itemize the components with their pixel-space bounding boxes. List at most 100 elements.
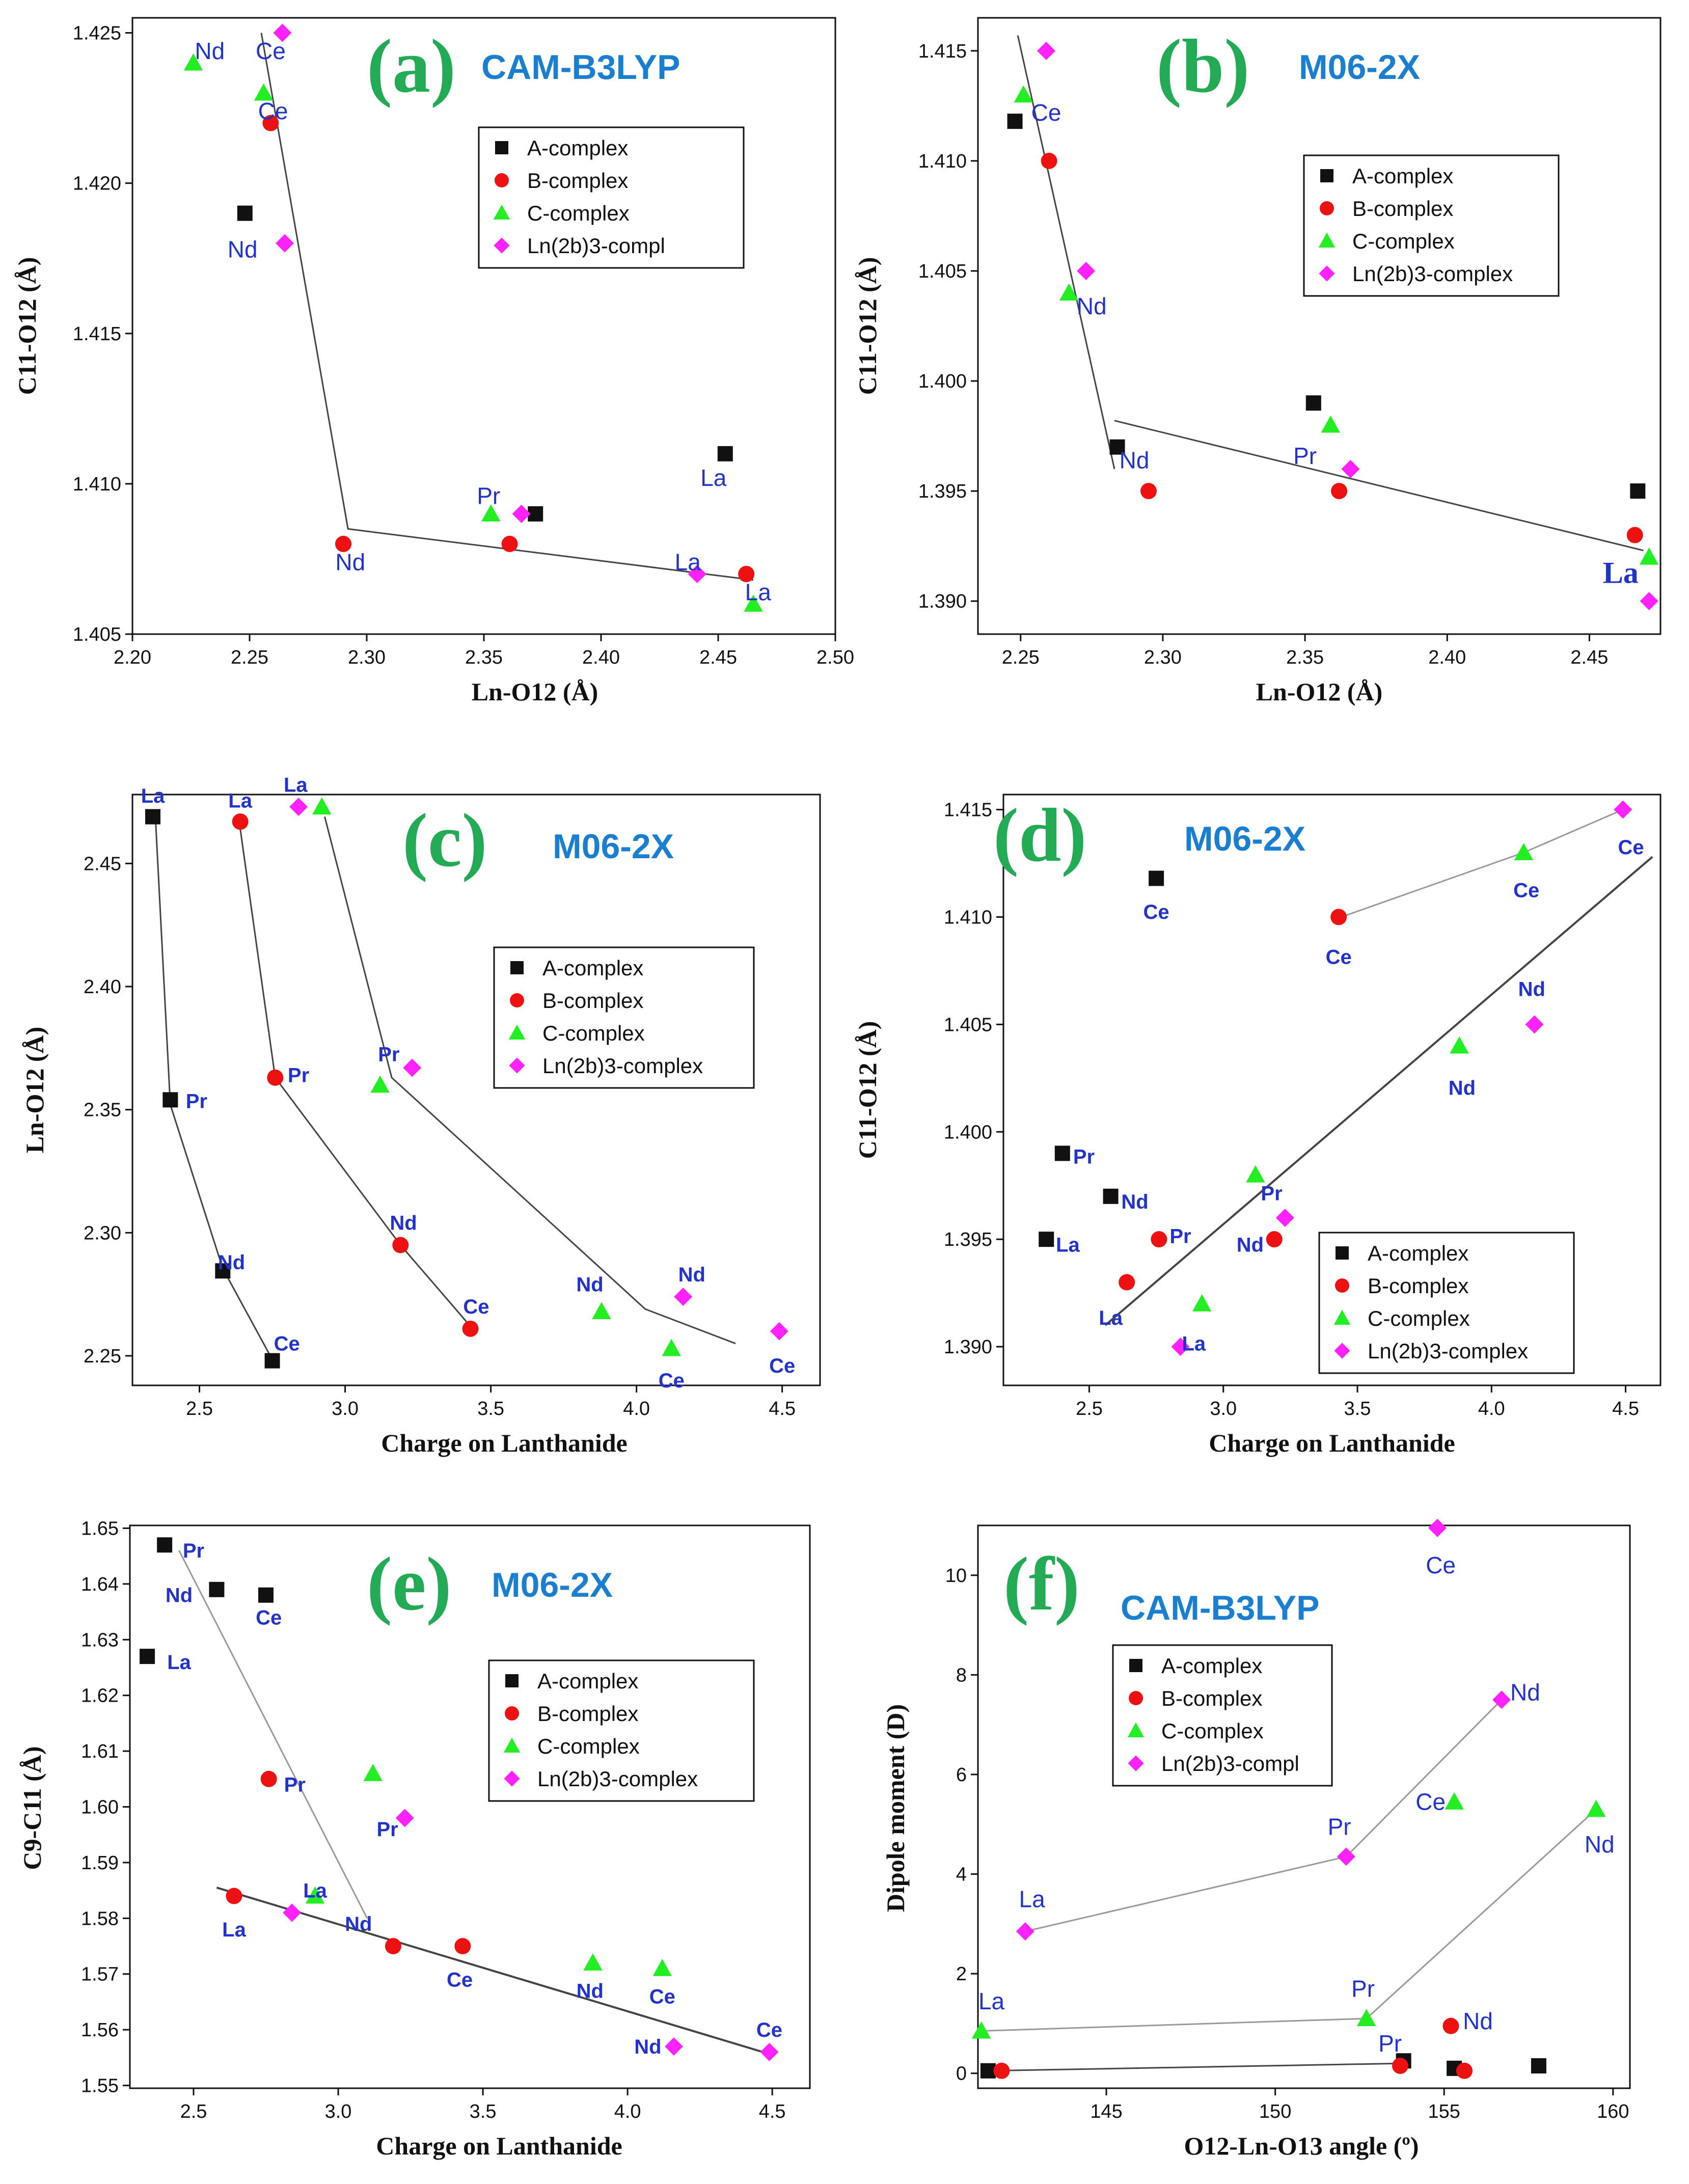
panel-e-annotation: Nd xyxy=(634,2036,661,2058)
panel-d-annotation: Pr xyxy=(1169,1225,1191,1248)
panel-c-annotation: La xyxy=(228,790,252,812)
panel-b-legend-swatch xyxy=(1320,169,1333,182)
panel-e-point-b-complex xyxy=(385,1938,401,1955)
panel-c-annotation: Nd xyxy=(678,1264,705,1286)
panel-d-point-a-complex xyxy=(1039,1232,1054,1247)
panel-f-legend-label: B-complex xyxy=(1161,1686,1262,1710)
panel-d-xtick-label: 3.0 xyxy=(1210,1398,1237,1419)
panel-f-xtick-label: 150 xyxy=(1259,2101,1291,2122)
panel-b-annotation: La xyxy=(1603,556,1639,589)
panel-b-point-a-complex xyxy=(1305,395,1321,411)
panel-b-point-b-complex xyxy=(1626,527,1643,543)
panel-d-annotation: Pr xyxy=(1073,1146,1095,1168)
panel-e-point-a-complex xyxy=(209,1581,225,1597)
panel-d-legend: A-complex B-complex C-complex Ln(2b)3-compl… xyxy=(1318,1232,1575,1374)
panel-b-legend: A-complex B-complex C-complex Ln(2b)3-compl… xyxy=(1303,154,1560,297)
panel-c-annotation: Ce xyxy=(463,1296,489,1318)
panel-d-legend-label: B-complex xyxy=(1368,1274,1468,1298)
panel-d-annotation: Nd xyxy=(1449,1077,1476,1100)
panel-f-annotation: Pr xyxy=(1351,1975,1375,2002)
panel-d-x-axis-label: Charge on Lanthanide xyxy=(1209,1429,1455,1457)
panel-e-legend-label: Ln(2b)3-complex xyxy=(537,1767,698,1791)
panel-d-point-b-complex xyxy=(1330,909,1347,925)
panel-e-x-axis-label: Charge on Lanthanide xyxy=(376,2132,622,2160)
panel-c-tag: (c) xyxy=(402,798,487,883)
panel-f-point-ln2b3-complex xyxy=(1428,1518,1447,1537)
panel-d-ytick-label: 1.395 xyxy=(944,1229,992,1250)
panel-b-ytick-label: 1.405 xyxy=(918,261,967,282)
panel-e-point-ln2b3-complex xyxy=(395,1809,414,1827)
panel-f-point-ln2b3-complex xyxy=(1337,1847,1355,1866)
panel-c-xtick-label: 4.0 xyxy=(623,1398,650,1419)
panel-b: 2.25 2.30 2.35 2.40 2.45 1.390 1.395 1.400 1.405… xyxy=(853,17,1661,706)
panel-e-ytick-label: 1.58 xyxy=(81,1908,119,1929)
panel-b-frame xyxy=(977,17,1661,635)
panel-c-legend-swatch xyxy=(510,993,524,1007)
panel-a-point-a-complex xyxy=(717,446,733,461)
panel-f-point-a-complex xyxy=(980,2063,996,2079)
panel-e-ytick-label: 1.64 xyxy=(81,1574,119,1595)
panel-f-point-b-complex xyxy=(1456,2062,1473,2079)
panel-c-point-b-complex xyxy=(267,1069,284,1086)
panel-c-point-a-complex xyxy=(145,809,161,825)
panel-f-annotation: Pr xyxy=(1378,2030,1402,2057)
panel-d-y-axis-label: C11-O12 (Å) xyxy=(853,1021,882,1159)
panel-c-annotation: Ce xyxy=(274,1332,300,1355)
panel-c-frame xyxy=(131,794,821,1386)
panel-c-ytick-label: 2.30 xyxy=(84,1222,121,1244)
panel-e-method-title: M06-2X xyxy=(492,1566,613,1604)
panel-c-xtick-label: 4.5 xyxy=(769,1398,796,1419)
panel-e-legend-box xyxy=(488,1659,755,1802)
panel-a-annotation: Nd xyxy=(195,38,225,64)
panel-d-annotation: Ce xyxy=(1143,901,1169,923)
panel-f-x-axis-label: O12-Ln-O13 angle (º) xyxy=(1184,2132,1419,2160)
panel-e-annotation: Pr xyxy=(183,1540,204,1562)
panel-e-annotation: Ce xyxy=(756,2019,782,2041)
panel-f-annotation: La xyxy=(978,1988,1005,2014)
panel-b-legend-box xyxy=(1303,154,1560,297)
panel-a-ytick-label: 1.425 xyxy=(73,23,121,44)
panel-d-annotation: Ce xyxy=(1618,836,1644,859)
panel-c-annotation: Nd xyxy=(576,1273,603,1296)
panel-d-point-b-complex xyxy=(1151,1231,1167,1248)
panel-a-xtick-label: 2.45 xyxy=(699,647,737,668)
panel-c-point-c-complex xyxy=(370,1075,390,1093)
panel-d-xtick-label: 4.5 xyxy=(1612,1398,1639,1419)
panel-d-annotation: Pr xyxy=(1261,1182,1282,1205)
panel-a-ytick-label: 1.405 xyxy=(73,624,121,645)
panel-d-annotation: La xyxy=(1056,1234,1080,1257)
panel-d-ytick-label: 1.400 xyxy=(944,1122,992,1143)
panel-b-ytick-label: 1.415 xyxy=(918,41,967,62)
panel-f-legend-swatch xyxy=(1128,1755,1144,1771)
panel-a-legend-swatch xyxy=(493,204,510,220)
panel-e-xtick-label: 4.5 xyxy=(759,2101,786,2122)
panel-a-legend-label: A-complex xyxy=(527,136,628,160)
panel-f-point-b-complex xyxy=(1442,2017,1459,2034)
panel-a-legend-swatch xyxy=(495,141,508,154)
panel-c-annotation: Pr xyxy=(288,1064,309,1087)
panel-e-point-c-complex xyxy=(305,1886,325,1904)
panel-d-legend-swatch xyxy=(1333,1309,1351,1325)
panel-c-legend-swatch xyxy=(510,961,524,974)
panel-d-point-c-complex xyxy=(1246,1165,1265,1183)
panel-a-annotation: La xyxy=(675,549,701,575)
panel-f-ytick-label: 10 xyxy=(945,1565,967,1587)
panel-e-point-a-complex xyxy=(140,1649,155,1664)
panel-f-legend-swatch xyxy=(1129,1659,1142,1672)
panel-e-point-a-complex xyxy=(157,1537,173,1553)
panel-c-legend-label: Ln(2b)3-complex xyxy=(542,1054,703,1078)
panel-c-point-b-complex xyxy=(392,1237,409,1253)
panel-e-xtick-label: 4.0 xyxy=(614,2101,641,2122)
panel-d-legend-swatch xyxy=(1334,1343,1350,1359)
panel-a-legend: A-complex B-complex C-complex Ln(2b)3-compl xyxy=(478,126,745,269)
panel-f-ytick-label: 2 xyxy=(956,1963,967,1985)
panel-d-annotation: La xyxy=(1099,1307,1123,1329)
panel-f-ytick-label: 0 xyxy=(956,2063,967,2085)
panel-d-legend-label: A-complex xyxy=(1368,1241,1468,1265)
panel-f-frame xyxy=(977,1524,1631,2089)
panel-d-point-b-complex xyxy=(1119,1274,1135,1291)
panel-d-annotation: Nd xyxy=(1237,1234,1264,1257)
panel-f-annotation: Nd xyxy=(1463,2008,1493,2034)
panel-f-annotation: Ce xyxy=(1426,1552,1456,1578)
panel-b-point-c-complex xyxy=(1059,283,1079,301)
